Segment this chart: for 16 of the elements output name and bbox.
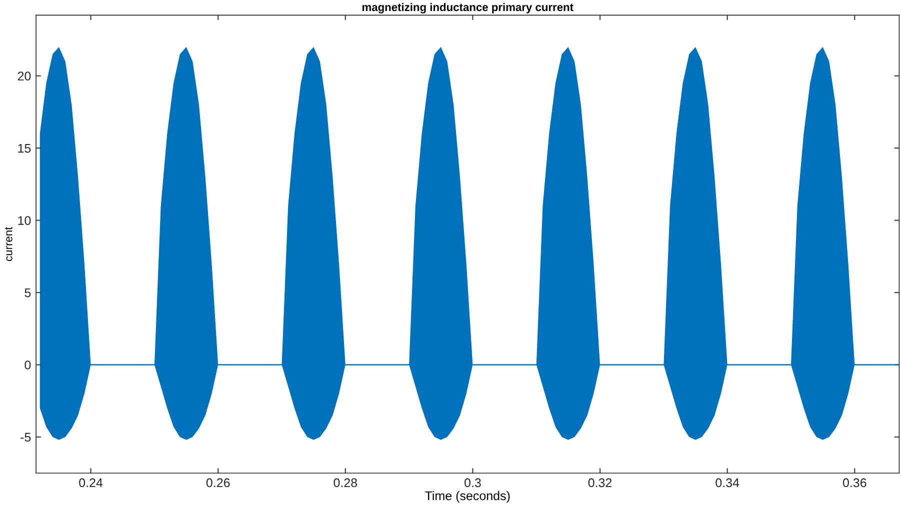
y-tick-label: -5: [20, 432, 31, 442]
x-tick-label: 0.24: [79, 478, 103, 488]
x-axis-title: Time (seconds): [425, 491, 510, 503]
y-tick-label: 5: [24, 288, 31, 298]
y-tick-label: 0: [24, 360, 31, 370]
y-tick-label: 15: [18, 144, 31, 153]
x-tick-label: 0.3: [464, 478, 481, 488]
chart-title: magnetizing inductance primary current: [362, 2, 574, 14]
y-axis-title: current: [5, 226, 12, 261]
y-tick-label: 10: [18, 216, 31, 225]
x-tick-label: 0.34: [716, 478, 740, 488]
y-tick-label: 20: [18, 72, 31, 81]
x-tick-label: 0.26: [206, 478, 230, 488]
x-tick-label: 0.36: [842, 478, 866, 488]
x-tick-label: 0.32: [588, 478, 612, 488]
x-tick-label: 0.28: [334, 478, 358, 488]
